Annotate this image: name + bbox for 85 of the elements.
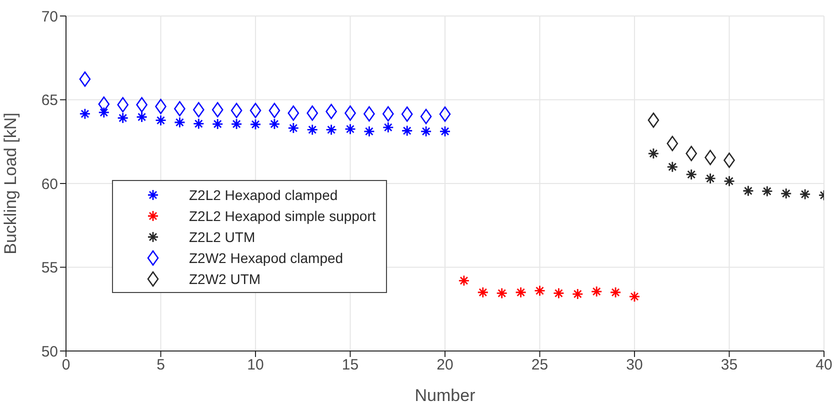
y-axis-title: Buckling Load [kN] — [1, 112, 20, 254]
legend-label: Z2W2 UTM — [189, 270, 261, 286]
point — [401, 125, 413, 136]
x-tick-label: 15 — [342, 356, 359, 374]
y-tick-label: 65 — [41, 92, 58, 110]
point — [364, 106, 375, 122]
point — [212, 102, 224, 118]
point — [420, 108, 432, 124]
point — [515, 286, 526, 298]
point — [268, 118, 280, 130]
point — [326, 124, 337, 136]
point — [458, 274, 470, 286]
legend-label: Z2L2 Hexapod clamped — [189, 186, 338, 202]
point — [572, 288, 584, 300]
x-tick-label: 40 — [816, 356, 832, 374]
point — [686, 168, 698, 180]
y-tick-label: 50 — [41, 343, 58, 360]
point — [610, 286, 622, 298]
point — [344, 106, 356, 121]
point — [382, 122, 394, 134]
x-tick-label: 30 — [626, 356, 643, 374]
point — [439, 106, 451, 122]
point — [704, 150, 716, 166]
x-tick-label: 5 — [156, 356, 165, 374]
legend-label: Z2L2 UTM — [189, 228, 256, 244]
point — [136, 97, 148, 112]
point — [666, 161, 678, 173]
x-tick-label: 0 — [62, 356, 70, 374]
point — [477, 286, 489, 298]
point — [382, 106, 394, 122]
point — [288, 106, 300, 121]
point — [306, 106, 318, 121]
point — [326, 104, 337, 120]
y-tick-label: 60 — [41, 176, 58, 193]
y-tick-label: 70 — [41, 8, 58, 26]
point — [306, 124, 318, 136]
point — [590, 286, 602, 298]
point — [496, 288, 508, 299]
point — [420, 126, 432, 138]
point — [553, 288, 564, 299]
point — [155, 114, 166, 126]
point — [79, 108, 91, 120]
point — [155, 98, 166, 114]
point — [666, 136, 678, 152]
point — [117, 112, 129, 124]
point — [136, 111, 148, 123]
point — [98, 96, 110, 112]
point — [799, 188, 811, 200]
point — [230, 118, 242, 130]
point — [401, 106, 413, 122]
y-tick-label: 55 — [41, 260, 58, 277]
point — [193, 102, 204, 118]
point — [98, 106, 110, 118]
point — [212, 118, 224, 130]
point — [648, 112, 660, 128]
point — [724, 152, 735, 168]
point — [192, 118, 204, 130]
point — [628, 290, 640, 302]
point — [704, 172, 716, 184]
point — [344, 123, 356, 135]
point — [534, 285, 546, 296]
point — [288, 122, 300, 134]
x-tick-label: 10 — [247, 356, 264, 374]
x-axis-title: Number — [414, 386, 476, 403]
x-tick-label: 25 — [531, 356, 548, 374]
point — [648, 148, 660, 160]
point — [724, 175, 735, 187]
point — [250, 118, 262, 130]
legend-label: Z2L2 Hexapod simple support — [189, 208, 376, 224]
legend-label: Z2W2 Hexapod clamped — [189, 250, 344, 266]
point — [439, 126, 451, 138]
point — [780, 188, 792, 200]
point — [230, 102, 242, 118]
point — [686, 146, 697, 162]
point — [117, 97, 128, 112]
point — [364, 126, 375, 138]
point — [761, 186, 773, 197]
point — [268, 102, 280, 118]
point — [742, 185, 754, 197]
point — [250, 102, 262, 118]
point — [79, 71, 91, 87]
x-tick-label: 35 — [720, 356, 738, 374]
x-tick-label: 20 — [436, 356, 454, 374]
point — [174, 116, 186, 128]
point — [174, 101, 186, 116]
